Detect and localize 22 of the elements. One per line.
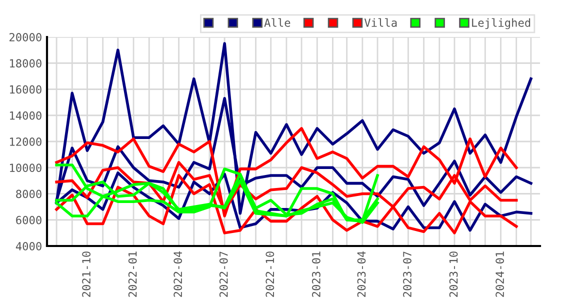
y-tick-label: 6000: [16, 216, 42, 224]
x-tick-label: 2021-10: [82, 252, 90, 297]
x-tick-label: 2022-04: [174, 251, 182, 297]
x-tick-label: 2023-10: [449, 252, 458, 297]
x-tick-label: 2023-01: [312, 252, 320, 297]
y-tick-label: 18000: [10, 59, 42, 68]
y-tick-label: 20000: [10, 33, 42, 42]
y-tick-label: 12000: [10, 138, 42, 146]
y-tick-label: 10000: [10, 164, 42, 172]
x-tick-label: 2022-10: [266, 252, 274, 297]
legend-label: Villa: [364, 18, 397, 27]
x-tick-label: 2023-07: [403, 252, 412, 297]
y-tick-label: 8000: [16, 190, 42, 198]
x-tick-label: 2024-01: [496, 252, 504, 297]
x-tick-label: 2023-04: [357, 251, 366, 297]
legend-label: Alle: [264, 18, 290, 27]
y-tick-label: 16000: [10, 85, 42, 94]
x-tick-label: 2022-07: [219, 252, 228, 297]
x-tick-label: 2022-01: [128, 252, 137, 297]
y-tick-label: 4000: [16, 242, 42, 250]
legend-label: Lejlighed: [472, 18, 530, 30]
y-tick-label: 14000: [10, 111, 42, 120]
